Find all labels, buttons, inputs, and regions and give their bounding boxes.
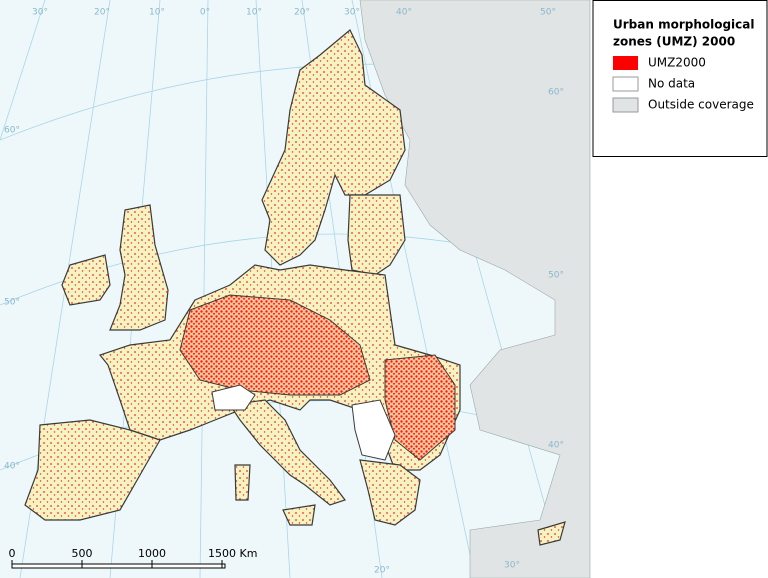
graticule-label: 50° (4, 298, 20, 308)
legend-swatch (612, 97, 639, 113)
scandinavia (261, 29, 406, 266)
outside-coverage (359, 0, 591, 578)
graticule-label: 60° (548, 88, 564, 98)
graticule-label: 20° (294, 8, 310, 18)
legend-swatch (613, 56, 638, 70)
legend-title: Urban morphological (613, 18, 755, 32)
graticule-label: 40° (548, 441, 564, 451)
italy (228, 399, 346, 506)
legend-swatch (612, 76, 639, 92)
sicily (282, 504, 316, 526)
graticule-label: 10° (246, 8, 262, 18)
graticule-label: 40° (396, 8, 412, 18)
scale-label: 0 (9, 547, 16, 560)
scale-bar (11, 563, 226, 569)
baltics (347, 194, 406, 276)
cyprus (537, 521, 566, 546)
scale-label: 1500 Km (208, 547, 257, 560)
scale-label: 1000 (138, 547, 166, 560)
graticule-label: 30° (344, 8, 360, 18)
legend-label: Outside coverage (648, 98, 754, 112)
graticule-label: 20° (94, 8, 110, 18)
romania (384, 354, 456, 461)
graticule-label: 50° (548, 271, 564, 281)
core-urban (179, 294, 371, 396)
ireland (61, 254, 111, 306)
graticule-label: 30° (32, 8, 48, 18)
graticule-label: 60° (4, 126, 20, 136)
switzerland-no-data (211, 384, 256, 411)
graticule-label: 10° (149, 8, 165, 18)
britain (109, 204, 169, 331)
scale-label: 500 (72, 547, 93, 560)
legend-title: zones (UMZ) 2000 (613, 35, 735, 49)
iberia (24, 419, 161, 521)
greece (359, 459, 421, 526)
legend-label: No data (648, 77, 695, 91)
graticule-label: 20° (374, 566, 390, 576)
sardinia (234, 464, 251, 501)
graticule-label: 50° (540, 8, 556, 18)
graticule-label: 40° (4, 462, 20, 472)
balkans-no-data (351, 399, 396, 461)
graticule-label: 30° (504, 561, 520, 571)
legend-label: UMZ2000 (648, 56, 706, 70)
graticule-label: 0° (200, 8, 210, 18)
